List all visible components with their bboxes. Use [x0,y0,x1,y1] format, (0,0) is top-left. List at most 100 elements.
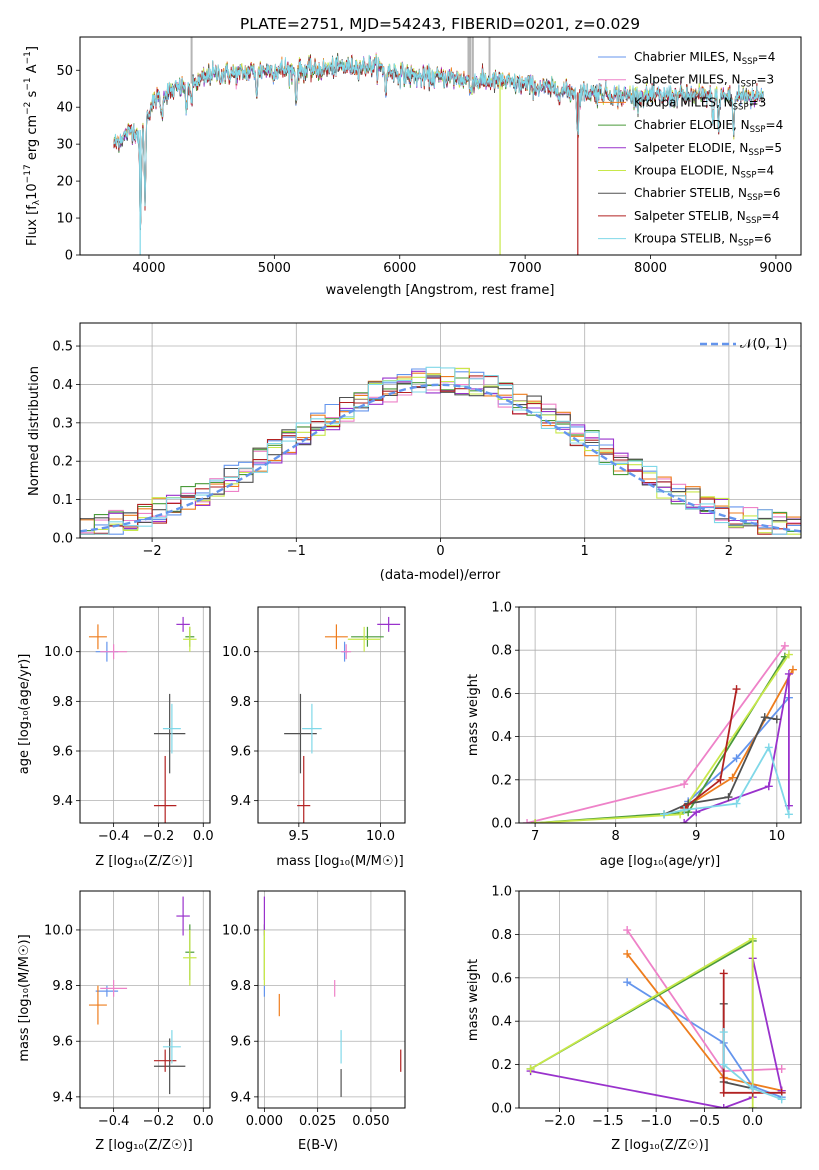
spectrum-y-tick-label: 0 [65,249,73,264]
mw_vs_age-marker-kroupa-stelib [784,810,793,819]
residuals-y-tick-label: 0.5 [52,340,73,355]
residuals-x-axis-label: (data-model)/error [380,568,501,583]
residuals-y-tick-label: 0.0 [52,532,73,547]
residuals-x-tick-label: 2 [725,544,733,559]
spectrum-legend-subscript: SSP [746,216,762,226]
spectrum-legend-subscript: SSP [738,239,754,249]
mass_vs_ebv-marks [263,896,402,1097]
age_vs_mass-y-tick-label: 9.4 [230,794,251,809]
mass_vs_ebv-y-tick-label: 9.8 [230,979,251,994]
age_vs_mass-x-tick-label: 10.0 [366,829,395,844]
mw_vs_age-marker-chabrier-miles [732,754,741,763]
mw_vs_age-marker-kroupa-elodie [784,650,793,659]
spectrum-x-axis-label: wavelength [Angstrom, rest frame] [326,283,555,298]
mw_vs_Z-y-tick-label: 0.2 [491,1058,512,1073]
age_vs_Z-y-tick-label: 9.8 [52,695,73,710]
spectrum-plot-area: 4000 5000 6000 7000 8000 9000 0 10 20 30 40 50 [56,36,802,276]
age_vs_Z-x-tick-label: −0.4 [98,829,130,844]
mw_vs_age-marker-salpeter-miles [780,641,789,650]
normal-reference-curve [80,383,801,533]
spectrum-legend-n-value: =3 [756,73,774,87]
mw_vs_Z-marker-kroupa-stelib [777,1095,786,1104]
mass_vs_ebv-x-tick-label: 0.050 [352,1114,389,1129]
spectrum-x-tick-label: 9000 [759,261,792,276]
spectrum-legend-label-chabrier-elodie: Chabrier ELODIE, NSSP=4 [634,118,783,135]
mass_vs_Z-y-tick-label: 9.4 [52,1090,73,1105]
spectrum-y-tick-label: 40 [56,101,73,116]
mw_vs_Z-marker-chabrier-miles [623,978,632,987]
mass-weight-y-axis-label-top: mass weight [466,674,481,756]
residuals-panel: −2 −1 0 1 2 0.0 0.1 0.2 0.3 0.4 0.5 (data-model)/e… [27,322,802,583]
mw_vs_Z-y-tick-label: 1.0 [491,885,512,900]
spectrum-legend-label-chabrier-miles: Chabrier MILES, NSSP=4 [634,50,775,67]
mw_vs_age-y-tick-label: 0.2 [491,773,512,788]
mw_vs_Z-x-tick-label: −1.0 [640,1114,672,1129]
age-vs-mass-panel: 9.5 10.0 9.4 9.6 9.8 10.0 mass [log₁₀(M/M☉)] [222,606,406,869]
residuals-y-tick-label: 0.1 [52,493,73,508]
mw_vs_age-marker-salpeter-elodie [764,782,773,791]
age_vs_mass-y-tick-label: 9.6 [230,745,251,760]
mw_vs_age-marker-kroupa-stelib [660,810,669,819]
spectrum-x-tick-label: 6000 [383,261,416,276]
mw_vs_age-marker-kroupa-miles [788,665,797,674]
mw_vs_age-marker-salpeter-elodie [680,819,689,823]
mw_vs_Z-marker-kroupa-elodie [748,934,757,943]
mass_vs_Z-y-tick-label: 9.8 [52,979,73,994]
mass-weight-vs-metallicity-x-axis-label: Z [log₁₀(Z/Z☉)] [611,1138,708,1153]
spectrum-legend-subscript: SSP [741,171,757,181]
chart-title: PLATE=2751, MJD=54243, FIBERID=0201, z=0… [240,15,640,33]
spectrum-legend-n-value: =4 [756,164,774,178]
mw_vs_Z-marker-salpeter-stelib [719,969,728,978]
residuals-x-tick-label: 1 [581,544,589,559]
mw_vs_Z-marker-kroupa-stelib [719,1060,728,1069]
spectrum-y-tick-label: 10 [56,212,73,227]
mass-vs-metallicity-plot-area: −0.4 −0.2 0.0 9.4 9.6 9.8 10.0 [44,890,214,1129]
mw_vs_age-marker-kroupa-stelib [732,799,741,808]
spectrum-legend-label-kroupa-stelib: Kroupa STELIB, NSSP=6 [634,232,772,249]
spectrum-y-tick-label: 30 [56,138,73,153]
mw_vs_age-marker-salpeter-miles [680,780,689,789]
spectrum-line-kroupa-stelib [113,54,764,229]
mw_vs_Z-x-tick-label: −2.0 [544,1114,576,1129]
mw_vs_age-marker-kroupa-elodie [531,819,540,823]
spectrum-y-axis-label: Flux [fλ10−17 erg cm−2 s−1 A−1] [23,46,42,246]
spectrum-legend-subscript: SSP [733,102,749,112]
mass-weight-vs-age-panel: 7 8 9 10 0.0 0.2 0.4 0.6 0.8 1.0 age [log₁₀(age/y… [466,601,802,869]
spectrum-legend-label-kroupa-elodie: Kroupa ELODIE, NSSP=4 [634,164,774,181]
mass-weight-vs-age-x-axis-label: age [log₁₀(age/yr)] [600,854,721,869]
spectrum-legend: Chabrier MILES, NSSP=4 Salpeter MILES, NS… [598,50,783,249]
age-vs-metallicity-panel: −0.4 −0.2 0.0 9.4 9.6 9.8 10.0 Z [log₁₀(Z/Z☉)]… [17,606,214,869]
mw_vs_age-y-tick-label: 1.0 [491,601,512,616]
mw_vs_Z-marker-salpeter-stelib [719,1088,728,1097]
age_vs_Z-y-tick-label: 9.6 [52,745,73,760]
mass-weight-vs-metallicity-panel: −2.0 −1.5 −1.0 −0.5 0.0 0.0 0.2 0.4 0.6 0.8 1.0 Z … [466,885,802,1153]
age_vs_mass-y-tick-label: 9.8 [230,695,251,710]
mass-weight-vs-age-plot-area: 7 8 9 10 0.0 0.2 0.4 0.6 0.8 1.0 [491,601,802,844]
mw_vs_Z-x-tick-label: −0.5 [689,1114,721,1129]
mass_vs_ebv-y-tick-label: 10.0 [222,923,251,938]
mw_vs_Z-marker-kroupa-elodie [748,1104,757,1108]
spectrum-legend-subscript: SSP [741,80,757,90]
mw_vs_Z-line-kroupa-stelib [722,1032,783,1101]
mw_vs_Z-marker-kroupa-stelib [719,1028,728,1037]
mw_vs_Z-marker-salpeter-miles [623,926,632,935]
mw_vs_Z-x-tick-label: 0.0 [742,1114,763,1129]
mw_vs_age-y-tick-label: 0.4 [491,730,512,745]
residuals-y-tick-label: 0.2 [52,455,73,470]
residuals-legend: 𝒩(0, 1) [700,337,787,352]
mass_vs_ebv-y-tick-label: 9.6 [230,1035,251,1050]
spectrum-legend-n-value: =4 [766,118,784,132]
mw_vs_age-x-tick-label: 10 [769,829,786,844]
mass-vs-ebv-x-axis-label: E(B-V) [298,1138,338,1153]
mw_vs_Z-marker-kroupa-miles [623,949,632,958]
age-vs-mass-x-axis-label: mass [log₁₀(M/M☉)] [276,854,403,869]
age_vs_Z-y-tick-label: 10.0 [44,645,73,660]
spectrum-legend-label-salpeter-stelib: Salpeter STELIB, NSSP=4 [634,209,779,226]
spectrum-frame [79,36,802,256]
mw_vs_age-frame [518,606,802,824]
mass-weight-vs-metallicity-plot-area: −2.0 −1.5 −1.0 −0.5 0.0 0.0 0.2 0.4 0.6 0.8 1.0 [491,885,802,1129]
spectrum-y-tick-label: 50 [56,64,73,79]
mass_vs_Z-x-tick-label: 0.0 [193,1114,214,1129]
residuals-y-tick-label: 0.3 [52,416,73,431]
mw_vs_Z-y-tick-label: 0.8 [491,928,512,943]
